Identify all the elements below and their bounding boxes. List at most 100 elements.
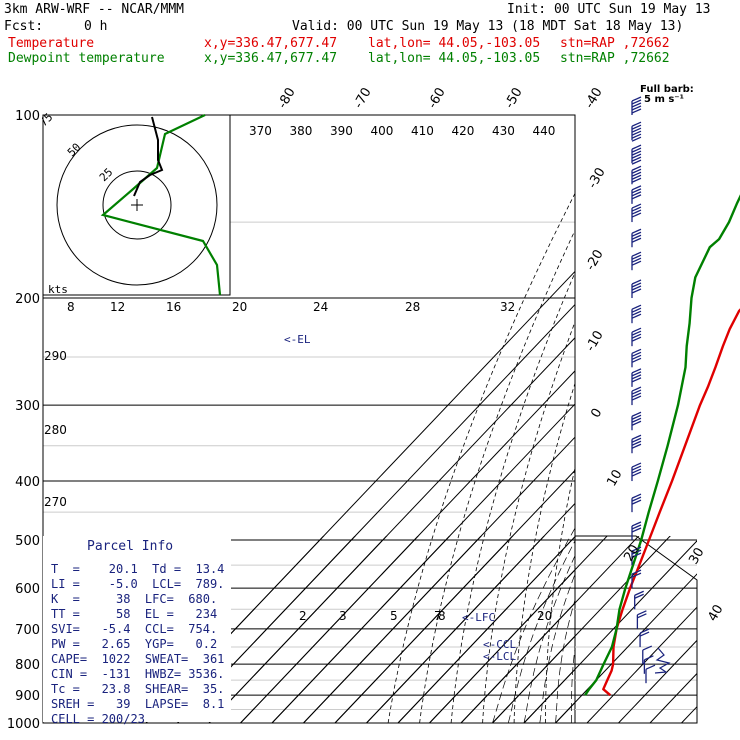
hodo-kts-label: kts bbox=[48, 283, 68, 296]
wind-barb bbox=[631, 411, 642, 431]
barb-flag bbox=[631, 206, 642, 212]
isotherm-label: -10 bbox=[583, 328, 607, 354]
isotherm-line bbox=[334, 469, 575, 723]
init-time: Init: 00 UTC Sun 19 May 13 bbox=[507, 2, 711, 17]
pressure-label: 300 bbox=[15, 399, 40, 414]
isotherm-line bbox=[366, 502, 575, 723]
lower-isotherm bbox=[681, 705, 697, 723]
pressure-label: 900 bbox=[15, 689, 40, 704]
dewpoint-label: Dewpoint temperature bbox=[8, 51, 165, 66]
barb-flag bbox=[631, 191, 642, 197]
isotherm-label: -80 bbox=[275, 85, 299, 111]
isotherm-label: -50 bbox=[502, 85, 526, 111]
barb-flag bbox=[631, 471, 642, 477]
wind-barb bbox=[631, 304, 642, 324]
isotherm-label: 0 bbox=[588, 406, 605, 421]
barb-flag bbox=[631, 237, 642, 243]
lower-isotherm bbox=[240, 536, 419, 723]
barb-flag bbox=[631, 194, 642, 200]
barb-flag bbox=[634, 593, 644, 599]
mixing-ratio-label: 5 bbox=[390, 609, 398, 623]
barb-flag bbox=[631, 251, 642, 257]
barb-flag bbox=[631, 260, 642, 266]
barb-key-line2: 5 m s⁻¹ bbox=[644, 94, 684, 105]
lower-isotherm bbox=[460, 536, 640, 723]
barb-flag bbox=[631, 414, 642, 420]
theta-e-label: 430 bbox=[492, 124, 515, 138]
valid-time: Valid: 00 UTC Sun 19 May 13 (18 MDT Sat … bbox=[292, 19, 684, 34]
barb-flag bbox=[631, 546, 642, 552]
barb-flag bbox=[631, 234, 642, 240]
ccl-marker: <-CCL bbox=[483, 638, 516, 651]
lower-isotherm bbox=[555, 573, 697, 723]
wind-barb bbox=[631, 251, 642, 271]
dewpoint-stn: stn=RAP ,72662 bbox=[560, 51, 670, 66]
parcel-info-box: Parcel Info T = 20.1 Td = 13.4 LI = -5.0… bbox=[43, 536, 231, 726]
barb-flag bbox=[631, 165, 642, 171]
lower-isotherm bbox=[523, 540, 697, 723]
barb-flag bbox=[631, 177, 642, 183]
mixing-ratio-label: 12 bbox=[110, 300, 125, 314]
barb-flag bbox=[631, 395, 642, 401]
isotherm-label: -30 bbox=[585, 165, 609, 191]
lower-isotherm bbox=[586, 606, 697, 723]
isotherm-line bbox=[682, 115, 740, 723]
wind-barb-key: Full barb: 5 m s⁻¹ bbox=[640, 85, 694, 105]
barb-flag bbox=[634, 590, 644, 596]
barb-flag bbox=[631, 389, 642, 395]
wind-barb bbox=[631, 327, 642, 347]
barb-flag bbox=[631, 333, 642, 339]
mixing-ratio-label: 28 bbox=[405, 300, 420, 314]
pressure-label-bg bbox=[12, 531, 42, 547]
barb-flag bbox=[631, 228, 642, 234]
surface-barb-cluster bbox=[654, 647, 671, 674]
parcel-row: LI = -5.0 LCL= 789. bbox=[51, 577, 225, 591]
barb-flag bbox=[631, 552, 642, 558]
barb-flag bbox=[631, 133, 642, 139]
barb-flag bbox=[631, 307, 642, 313]
el-marker: <-EL bbox=[284, 333, 311, 346]
moist-adiabat bbox=[621, 298, 740, 723]
barb-flag bbox=[631, 351, 642, 357]
dry-adiabat bbox=[482, 320, 575, 723]
dewpoint-latlon: lat,lon= 44.05,-103.05 bbox=[368, 51, 541, 66]
barb-flag bbox=[631, 212, 642, 218]
wind-barb bbox=[631, 185, 642, 204]
isotherm-label: 30 bbox=[686, 545, 707, 567]
pressure-label: 200 bbox=[15, 292, 40, 307]
moist-adiabat bbox=[610, 298, 740, 723]
wind-barb bbox=[631, 493, 642, 513]
barb-flag bbox=[639, 628, 650, 634]
wind-barb bbox=[631, 546, 642, 566]
fcst-label: Fcst: bbox=[4, 19, 44, 34]
parcel-row: PW = 2.65 YGP= 0.2 bbox=[51, 637, 218, 651]
wind-barb bbox=[631, 368, 642, 387]
wind-barb bbox=[631, 144, 642, 165]
barb-flag bbox=[631, 313, 642, 319]
barb-flag bbox=[631, 136, 642, 142]
barb-flag bbox=[631, 462, 642, 468]
barb-flag bbox=[631, 203, 642, 209]
wind-barb bbox=[631, 203, 642, 223]
wind-barb bbox=[645, 664, 656, 684]
pressure-label: 600 bbox=[15, 582, 40, 597]
barb-flag bbox=[631, 171, 642, 177]
barb-flag bbox=[631, 527, 642, 533]
barb-flag bbox=[631, 465, 642, 471]
dry-adiabat bbox=[387, 192, 575, 723]
pressure-label: 100 bbox=[15, 109, 40, 124]
wind-barb bbox=[631, 121, 642, 142]
isotherm-label: 10 bbox=[604, 467, 625, 489]
dry-adiabat bbox=[450, 271, 575, 723]
barb-flag bbox=[631, 102, 642, 108]
pressure-label-bg bbox=[12, 687, 42, 703]
lower-isotherm bbox=[366, 536, 545, 723]
barb-flag bbox=[631, 374, 642, 380]
moist-adiabat bbox=[492, 527, 575, 723]
lower-isotherm bbox=[208, 536, 388, 723]
wind-barb bbox=[631, 228, 642, 248]
barb-flag bbox=[631, 371, 642, 377]
lower-clip bbox=[145, 536, 697, 723]
model-title: 3km ARW-WRF -- NCAR/MMM bbox=[4, 2, 185, 17]
pressure-label: 500 bbox=[15, 534, 40, 549]
